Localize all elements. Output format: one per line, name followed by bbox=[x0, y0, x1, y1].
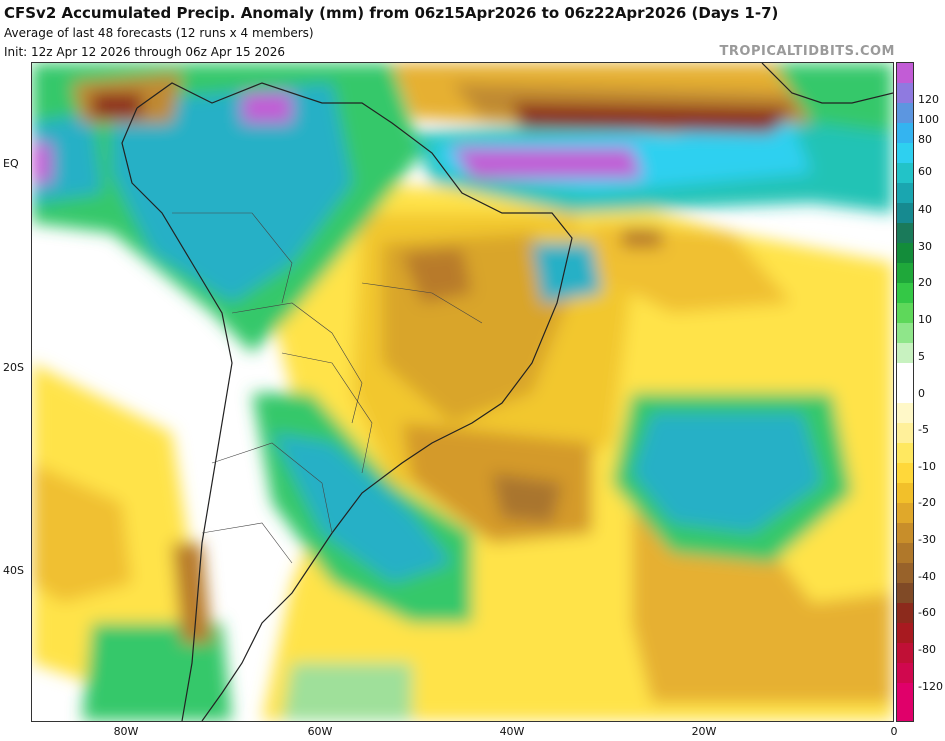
cb-label-neg20: -20 bbox=[918, 496, 936, 509]
cb-seg-29 bbox=[897, 643, 913, 663]
cb-label-neg40: -40 bbox=[918, 570, 936, 583]
cb-seg-26 bbox=[897, 583, 913, 603]
cb-seg-19 bbox=[897, 443, 913, 463]
cb-seg-16 bbox=[897, 363, 913, 403]
cb-seg-12 bbox=[897, 283, 913, 303]
cb-seg-3 bbox=[897, 103, 913, 123]
cb-seg-15 bbox=[897, 343, 913, 363]
coastlines bbox=[121, 63, 893, 721]
precip-anomaly-map bbox=[31, 62, 894, 722]
cb-label-100: 100 bbox=[918, 113, 939, 126]
cb-seg-31 bbox=[897, 683, 913, 721]
brand-watermark: TROPICALTIDBITS.COM bbox=[719, 44, 895, 59]
map-canvas bbox=[32, 63, 893, 721]
cb-seg-27 bbox=[897, 603, 913, 623]
cb-label-neg60: -60 bbox=[918, 606, 936, 619]
cb-seg-21 bbox=[897, 483, 913, 503]
cb-label-10: 10 bbox=[918, 313, 932, 326]
map-subtitle: Average of last 48 forecasts (12 runs x … bbox=[4, 26, 314, 40]
cb-seg-1 bbox=[897, 63, 913, 83]
cb-seg-9 bbox=[897, 223, 913, 243]
cb-seg-23 bbox=[897, 523, 913, 543]
lon-label-20w: 20W bbox=[691, 725, 717, 738]
header: CFSv2 Accumulated Precip. Anomaly (mm) f… bbox=[0, 0, 945, 62]
cb-seg-25 bbox=[897, 563, 913, 583]
cb-seg-13 bbox=[897, 303, 913, 323]
cb-label-neg5: -5 bbox=[918, 423, 929, 436]
cb-seg-11 bbox=[897, 263, 913, 283]
cb-seg-10 bbox=[897, 243, 913, 263]
cb-seg-6 bbox=[897, 163, 913, 183]
cb-seg-5 bbox=[897, 143, 913, 163]
cb-label-120: 120 bbox=[918, 93, 939, 106]
cb-label-neg80: -80 bbox=[918, 643, 936, 656]
cb-seg-14 bbox=[897, 323, 913, 343]
cb-seg-22 bbox=[897, 503, 913, 523]
cb-label-neg120: -120 bbox=[918, 680, 943, 693]
borders bbox=[172, 212, 483, 564]
cb-seg-30 bbox=[897, 663, 913, 683]
cb-seg-20 bbox=[897, 463, 913, 483]
cb-label-80: 80 bbox=[918, 133, 932, 146]
anomaly-field bbox=[32, 63, 893, 721]
cb-seg-8 bbox=[897, 203, 913, 223]
cb-seg-18 bbox=[897, 423, 913, 443]
lon-label-40w: 40W bbox=[499, 725, 525, 738]
cb-label-60: 60 bbox=[918, 165, 932, 178]
map-title: CFSv2 Accumulated Precip. Anomaly (mm) f… bbox=[4, 4, 779, 22]
cb-seg-17 bbox=[897, 403, 913, 423]
lat-label-20s: 20S bbox=[3, 361, 24, 374]
lon-label-80w: 80W bbox=[113, 725, 139, 738]
lat-label-40s: 40S bbox=[3, 564, 24, 577]
cb-label-20: 20 bbox=[918, 276, 932, 289]
lon-label-60w: 60W bbox=[307, 725, 333, 738]
cb-seg-4 bbox=[897, 123, 913, 143]
cb-label-5: 5 bbox=[918, 350, 925, 363]
cb-label-30: 30 bbox=[918, 240, 932, 253]
cb-label-40: 40 bbox=[918, 203, 932, 216]
cb-label-0: 0 bbox=[918, 387, 925, 400]
cb-seg-24 bbox=[897, 543, 913, 563]
cb-label-neg10: -10 bbox=[918, 460, 936, 473]
colorbar bbox=[896, 62, 914, 722]
lat-label-eq: EQ bbox=[3, 157, 19, 170]
cb-label-neg30: -30 bbox=[918, 533, 936, 546]
cb-seg-7 bbox=[897, 183, 913, 203]
init-info: Init: 12z Apr 12 2026 through 06z Apr 15… bbox=[4, 45, 285, 59]
cb-seg-28 bbox=[897, 623, 913, 643]
cb-seg-2 bbox=[897, 83, 913, 103]
lon-label-0: 0 bbox=[890, 725, 898, 738]
